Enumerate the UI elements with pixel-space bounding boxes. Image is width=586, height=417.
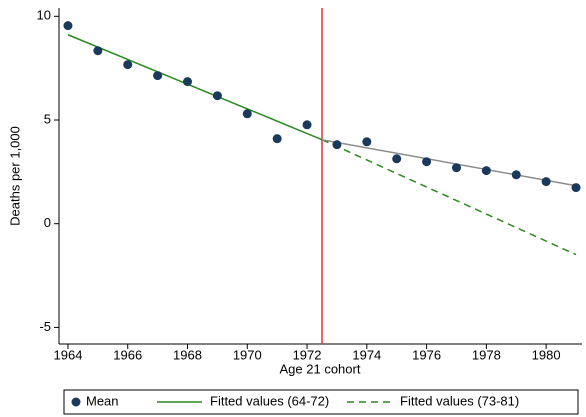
x-tick-label: 1980 bbox=[532, 347, 561, 362]
x-tick-label: 1968 bbox=[173, 347, 202, 362]
data-point bbox=[212, 91, 222, 101]
data-point bbox=[511, 170, 521, 180]
data-point bbox=[242, 109, 252, 119]
x-tick-label: 1976 bbox=[412, 347, 441, 362]
fit-line bbox=[321, 138, 577, 187]
data-point bbox=[541, 177, 551, 187]
data-point bbox=[183, 77, 193, 87]
data-point bbox=[272, 134, 282, 144]
legend-label: Fitted values (73-81) bbox=[400, 393, 519, 408]
data-point bbox=[392, 154, 402, 164]
y-axis-label: Deaths per 1,000 bbox=[7, 126, 22, 226]
legend-marker bbox=[71, 397, 81, 407]
x-tick-label: 1978 bbox=[472, 347, 501, 362]
data-point bbox=[332, 140, 342, 150]
data-point bbox=[93, 46, 103, 56]
x-tick-label: 1964 bbox=[54, 347, 83, 362]
y-tick-label: 10 bbox=[37, 8, 51, 23]
legend-label: Fitted values (64-72) bbox=[210, 393, 329, 408]
data-point bbox=[571, 183, 581, 193]
y-tick-label: -5 bbox=[39, 319, 51, 334]
data-point bbox=[422, 157, 432, 167]
x-tick-label: 1966 bbox=[113, 347, 142, 362]
x-tick-label: 1972 bbox=[293, 347, 322, 362]
fit-line bbox=[67, 34, 323, 141]
legend-label: Mean bbox=[86, 393, 119, 408]
y-tick-label: 0 bbox=[44, 215, 51, 230]
data-point bbox=[123, 60, 133, 70]
fit-line bbox=[321, 139, 577, 256]
data-point bbox=[451, 163, 461, 173]
x-axis-label: Age 21 cohort bbox=[280, 361, 361, 376]
data-point bbox=[153, 71, 163, 81]
x-tick-label: 1974 bbox=[352, 347, 381, 362]
data-point bbox=[63, 21, 73, 31]
y-tick-label: 5 bbox=[44, 111, 51, 126]
data-point bbox=[481, 166, 491, 176]
x-tick-label: 1970 bbox=[233, 347, 262, 362]
data-point bbox=[302, 120, 312, 130]
legend-box bbox=[63, 389, 579, 415]
data-point bbox=[362, 137, 372, 147]
